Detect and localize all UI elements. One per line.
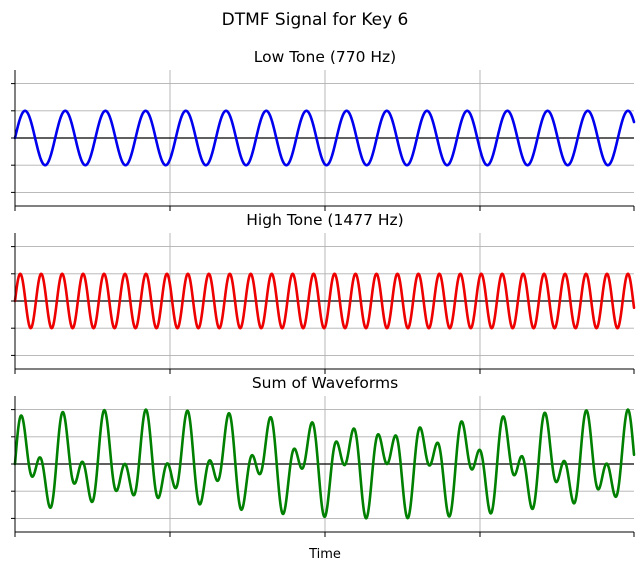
figure-title: DTMF Signal for Key 6	[222, 10, 409, 30]
x-axis-label: Time	[308, 547, 341, 562]
panel-title-low-tone: Low Tone (770 Hz)	[254, 48, 396, 66]
panel-title-sum: Sum of Waveforms	[252, 374, 398, 392]
panel-high-tone: High Tone (1477 Hz)	[11, 211, 636, 374]
waveform-line	[13, 272, 636, 330]
panel-title-high-tone: High Tone (1477 Hz)	[246, 211, 403, 229]
panel-sum: Sum of Waveforms	[11, 374, 636, 537]
waveform-line	[13, 109, 636, 167]
waveform-line	[13, 408, 636, 520]
panel-low-tone: Low Tone (770 Hz)	[11, 48, 636, 211]
